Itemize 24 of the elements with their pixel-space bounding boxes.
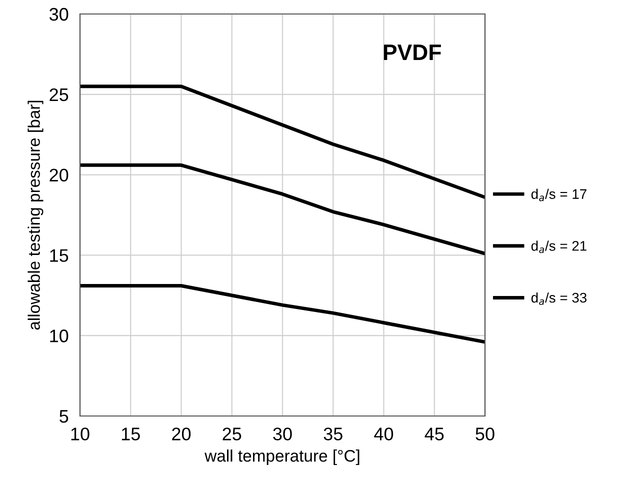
legend-label: d$_{a}$/s = 17 [531, 188, 586, 202]
legend-label: d$_{a}$/s = 33 [531, 292, 586, 305]
x-axis-title: wall temperature [°C] [204, 450, 360, 466]
x-tick-label: 40 [374, 428, 394, 440]
x-tick-label: 15 [122, 428, 140, 440]
line-series [80, 284, 485, 344]
y-tick-label: 30 [49, 8, 68, 21]
legend-label: d$_{a}$/s = 21 [531, 240, 586, 254]
line-series [80, 84, 485, 200]
y-tick-label: 5 [60, 410, 68, 423]
x-tick-label: 45 [424, 428, 444, 440]
y-tick-label: 20 [50, 168, 68, 182]
y-axis-title: allowable testing pressure [bar] [28, 100, 44, 330]
x-tick-label: 10 [71, 428, 90, 440]
line-series [80, 163, 485, 256]
x-tick-label: 50 [476, 428, 494, 440]
annotation: PVDF [384, 44, 441, 60]
y-tick-label: 10 [50, 330, 68, 342]
x-tick-label: 35 [324, 428, 342, 440]
y-tick-label: 15 [50, 249, 68, 262]
x-tick-label: 30 [273, 428, 292, 440]
x-tick-label: 25 [222, 428, 242, 440]
x-tick-label: 20 [172, 428, 191, 440]
y-tick-label: 25 [50, 88, 68, 102]
